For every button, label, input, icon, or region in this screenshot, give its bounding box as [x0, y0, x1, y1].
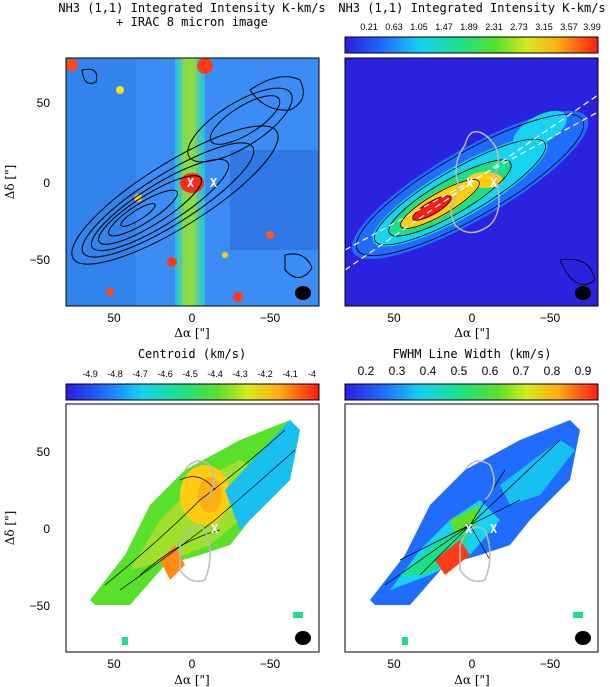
source-marker: X — [490, 176, 498, 190]
panel4-title: FWHM Line Width (km/s) — [393, 347, 552, 361]
source-marker: X — [211, 522, 219, 536]
x-tick-label: −50 — [260, 657, 281, 671]
y-tick-label: −50 — [30, 599, 51, 613]
y-tick-label: 50 — [37, 96, 51, 110]
x-tick-label: 0 — [469, 311, 476, 325]
panel4-frame — [344, 403, 599, 653]
colorbar-tick: 1.47 — [435, 22, 453, 32]
x-tick-label: 50 — [387, 657, 401, 671]
panel4-colorbar: 0.2 0.3 0.4 0.5 0.6 0.7 0.8 0.9 — [344, 364, 599, 401]
x-tick-label: 50 — [107, 657, 121, 671]
panel1-title-line2: + IRAC 8 micron image — [116, 15, 268, 29]
colorbar-tick: 0.63 — [385, 22, 403, 32]
y-tick-label: 0 — [43, 522, 50, 536]
colorbar-tick: -4.8 — [107, 369, 123, 379]
colorbar-tick: 0.8 — [544, 364, 561, 378]
source-marker: X — [466, 176, 474, 190]
panel1-title-line1: NH3 (1,1) Integrated Intensity K-km/s — [58, 1, 325, 15]
x-tick-label: 50 — [387, 311, 401, 325]
colorbar-tick: 0.3 — [389, 364, 406, 378]
colorbar-tick: -4.2 — [257, 369, 273, 379]
colorbar-tick: 0.5 — [451, 364, 468, 378]
colorbar-tick: 0.2 — [358, 364, 375, 378]
panel2-image — [345, 58, 598, 306]
colorbar-tick: 1.05 — [410, 22, 428, 32]
x-tick-label: −50 — [540, 657, 561, 671]
x-tick-label: 0 — [469, 657, 476, 671]
source-marker: X — [187, 176, 195, 190]
colorbar-tick: 2.73 — [510, 22, 528, 32]
x-axis-label: Δα ["] — [454, 326, 489, 340]
colorbar-tick: 3.99 — [583, 22, 601, 32]
colorbar-tick: 1.89 — [460, 22, 478, 32]
x-tick-label: −50 — [540, 311, 561, 325]
panel3-colorbar: -4.9 -4.8 -4.7 -4.6 -4.5 -4.4 -4.3 -4.2 … — [65, 369, 320, 401]
source-marker: X — [490, 522, 498, 536]
source-marker: X — [465, 522, 473, 536]
x-tick-label: −50 — [260, 311, 281, 325]
colorbar-tick: 0.9 — [575, 364, 592, 378]
y-tick-label: 50 — [37, 445, 51, 459]
colorbar-tick: -4.1 — [282, 369, 298, 379]
y-tick-label: 0 — [43, 176, 50, 190]
panel4-image — [345, 404, 598, 652]
colorbar-tick: -4.9 — [82, 369, 98, 379]
x-tick-label: 50 — [107, 311, 121, 325]
x-tick-label: 0 — [189, 657, 196, 671]
x-axis-label: Δα ["] — [454, 673, 489, 687]
panel-integrated-intensity: NH3 (1,1) Integrated Intensity K-km/s 0.… — [338, 1, 606, 307]
panel-irac-overlay: NH3 (1,1) Integrated Intensity K-km/s + … — [58, 1, 326, 307]
x-axis-label: Δα ["] — [174, 673, 209, 687]
colorbar-tick: -4.4 — [207, 369, 223, 379]
colorbar-tick: 0.7 — [513, 364, 530, 378]
panel3-title: Centroid (km/s) — [138, 347, 246, 361]
colorbar-tick: 2.31 — [485, 22, 503, 32]
colorbar-tick: 0.6 — [482, 364, 499, 378]
panel-fwhm-line-width: FWHM Line Width (km/s) 0.2 0.3 0.4 0.5 0… — [344, 347, 599, 653]
colorbar-tick: -4.5 — [182, 369, 198, 379]
panel-centroid: Centroid (km/s) -4.9 -4.8 -4.7 -4.6 -4.5… — [65, 347, 320, 653]
colorbar-tick: 3.15 — [535, 22, 553, 32]
colorbar-tick: 3.57 — [560, 22, 578, 32]
panel2-frame — [344, 57, 599, 307]
panel3-image — [66, 404, 319, 652]
panel3-frame — [65, 403, 320, 653]
colorbar-tick: -4 — [308, 369, 316, 379]
y-tick-label: −50 — [30, 253, 51, 267]
y-axis-label: Δδ ["] — [3, 511, 17, 546]
y-axis-label: Δδ ["] — [3, 165, 17, 200]
x-tick-label: 0 — [189, 311, 196, 325]
panel1-frame — [65, 57, 320, 307]
x-axis-label: Δα ["] — [174, 326, 209, 340]
source-marker: X — [210, 176, 218, 190]
panel1-image — [66, 58, 319, 306]
colorbar-tick: 0.21 — [360, 22, 378, 32]
colorbar-tick: -4.6 — [157, 369, 173, 379]
colorbar-tick: 0.4 — [420, 364, 437, 378]
colorbar-tick: -4.7 — [132, 369, 148, 379]
panel2-colorbar: 0.21 0.63 1.05 1.47 1.89 2.31 2.73 3.15 … — [344, 22, 601, 54]
panel2-title: NH3 (1,1) Integrated Intensity K-km/s — [338, 1, 605, 15]
colorbar-tick: -4.3 — [232, 369, 248, 379]
